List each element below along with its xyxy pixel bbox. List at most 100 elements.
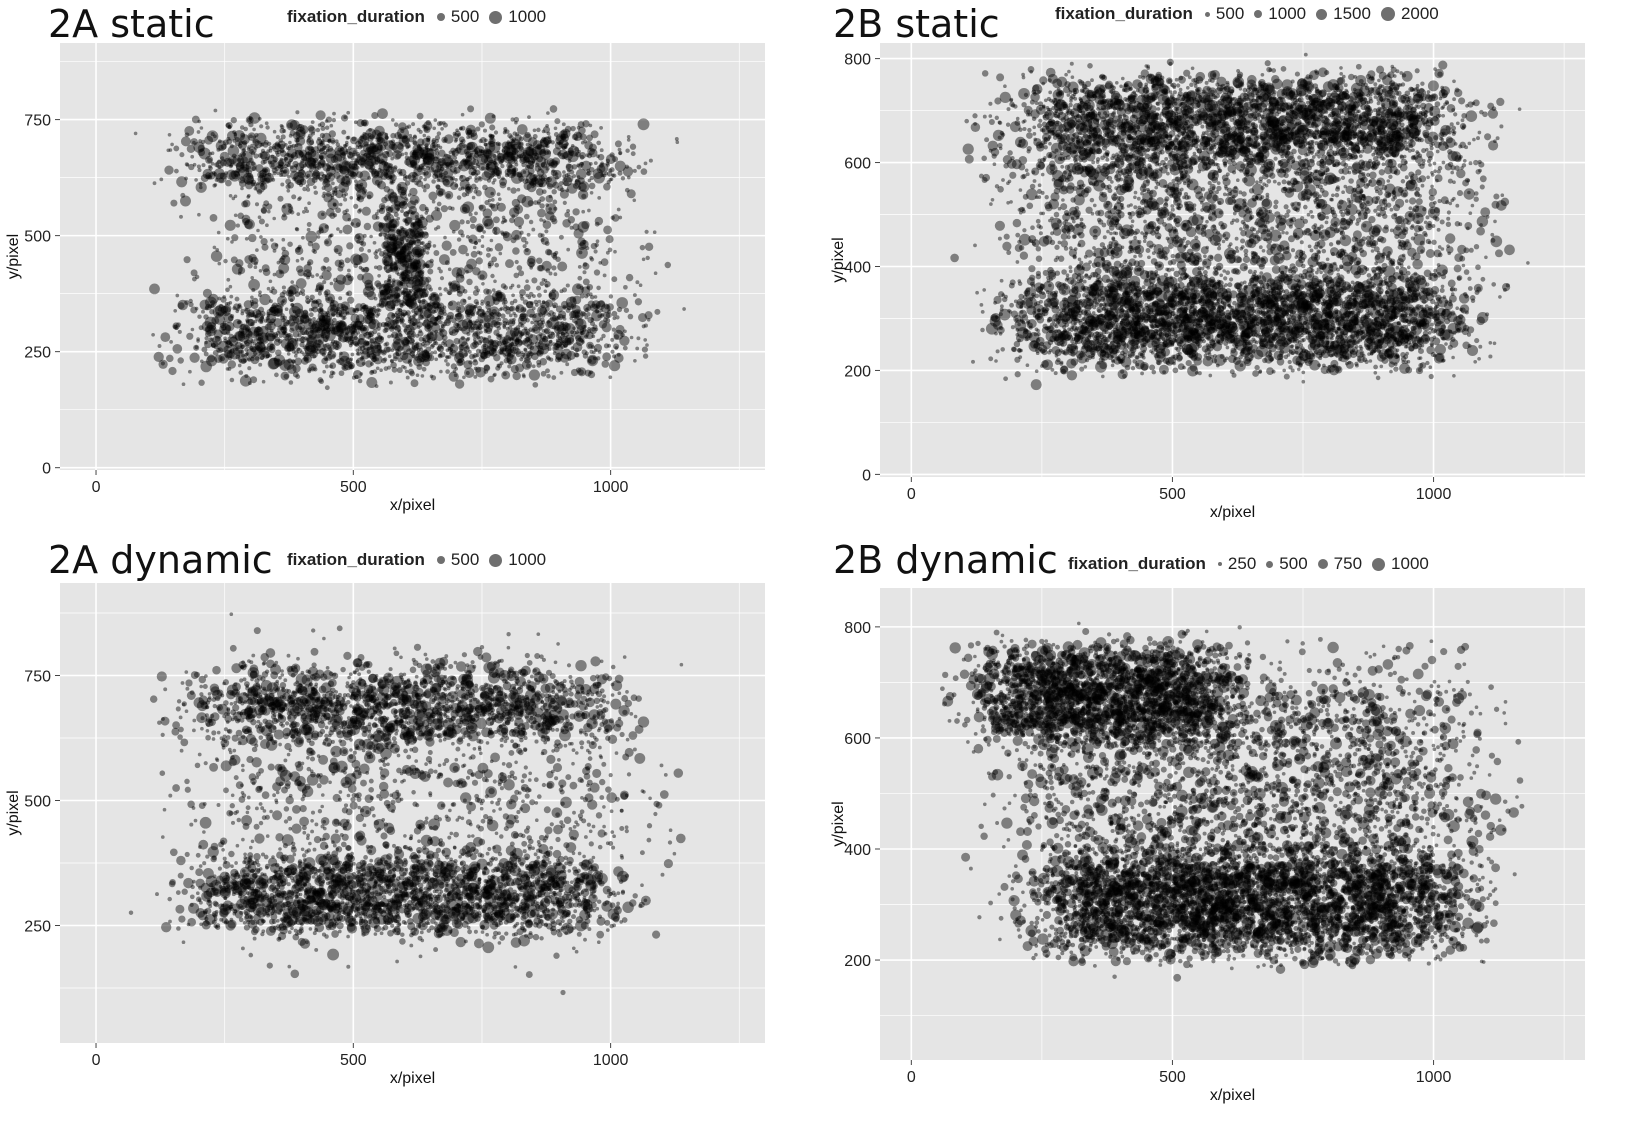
data-point — [256, 352, 261, 356]
data-point — [251, 288, 256, 292]
data-point — [278, 262, 290, 274]
data-point — [524, 248, 529, 253]
data-point — [441, 240, 452, 251]
data-point — [244, 347, 249, 352]
data-point — [499, 177, 508, 186]
data-point — [490, 341, 495, 345]
data-point — [437, 353, 443, 359]
data-point — [554, 340, 562, 348]
data-point — [319, 315, 326, 322]
data-point — [177, 299, 189, 311]
data-point — [436, 303, 442, 309]
data-point — [1177, 363, 1185, 370]
data-point — [394, 325, 402, 332]
data-point — [258, 218, 265, 225]
data-point — [368, 332, 374, 338]
data-point — [400, 189, 407, 196]
data-point — [331, 327, 336, 332]
data-point — [551, 265, 557, 271]
data-point — [447, 205, 453, 211]
data-point — [267, 358, 280, 370]
data-point — [531, 352, 539, 361]
data-point — [597, 350, 602, 354]
data-point — [413, 344, 418, 349]
data-point — [251, 297, 259, 305]
data-point — [472, 304, 477, 309]
data-point — [408, 359, 412, 363]
data-point — [424, 152, 435, 162]
data-point — [260, 237, 268, 246]
data-point — [574, 311, 581, 318]
data-point — [420, 341, 426, 347]
data-point — [234, 296, 240, 302]
data-point — [394, 289, 399, 294]
data-point — [523, 326, 528, 331]
data-point — [436, 315, 442, 321]
data-point — [555, 353, 562, 360]
data-point — [498, 307, 503, 312]
data-point — [210, 303, 215, 308]
data-point — [575, 367, 582, 373]
data-point — [235, 223, 240, 228]
data-point — [261, 142, 265, 146]
data-point — [531, 306, 536, 311]
data-point — [411, 345, 416, 349]
data-point — [471, 171, 475, 176]
data-point — [350, 339, 355, 344]
data-point — [372, 240, 377, 245]
data-point — [227, 356, 233, 361]
data-point — [240, 350, 245, 355]
data-point — [431, 139, 436, 144]
data-point — [532, 313, 542, 323]
data-point — [391, 324, 396, 329]
data-point — [447, 346, 453, 353]
data-point — [588, 292, 593, 297]
data-point — [579, 338, 584, 342]
data-point — [235, 331, 246, 342]
data-point — [326, 313, 331, 318]
data-point — [525, 293, 529, 298]
data-point — [408, 328, 413, 333]
data-point — [346, 325, 351, 330]
data-point — [559, 353, 570, 363]
data-point — [633, 358, 637, 363]
data-point — [520, 331, 525, 337]
data-point — [168, 366, 177, 376]
data-point — [330, 339, 336, 344]
data-point — [207, 329, 211, 334]
data-point — [248, 279, 260, 291]
data-point — [561, 335, 569, 344]
data-point — [496, 192, 501, 197]
data-point — [514, 120, 518, 125]
data-point — [448, 161, 453, 166]
data-point — [556, 315, 561, 320]
data-point — [366, 290, 376, 301]
data-point — [279, 157, 284, 162]
data-point — [357, 378, 363, 384]
data-point — [412, 172, 418, 178]
data-point — [287, 338, 298, 348]
data-point — [562, 304, 567, 309]
data-point — [418, 129, 423, 134]
data-point — [317, 310, 329, 322]
data-point — [442, 321, 447, 327]
data-point — [279, 334, 283, 338]
data-point — [491, 256, 498, 263]
data-point — [402, 344, 411, 352]
data-point — [459, 203, 471, 214]
data-point — [468, 309, 474, 314]
data-point — [347, 166, 359, 178]
data-point — [577, 275, 583, 281]
data-point — [541, 300, 546, 304]
data-point — [236, 161, 248, 173]
points-layer — [133, 105, 686, 391]
data-point — [342, 224, 353, 235]
data-point — [194, 274, 200, 280]
data-point — [529, 345, 540, 355]
data-point — [552, 304, 557, 309]
data-point — [500, 220, 505, 225]
data-point — [369, 234, 373, 239]
data-point — [555, 316, 560, 321]
data-point — [499, 350, 504, 355]
data-point — [395, 352, 400, 357]
